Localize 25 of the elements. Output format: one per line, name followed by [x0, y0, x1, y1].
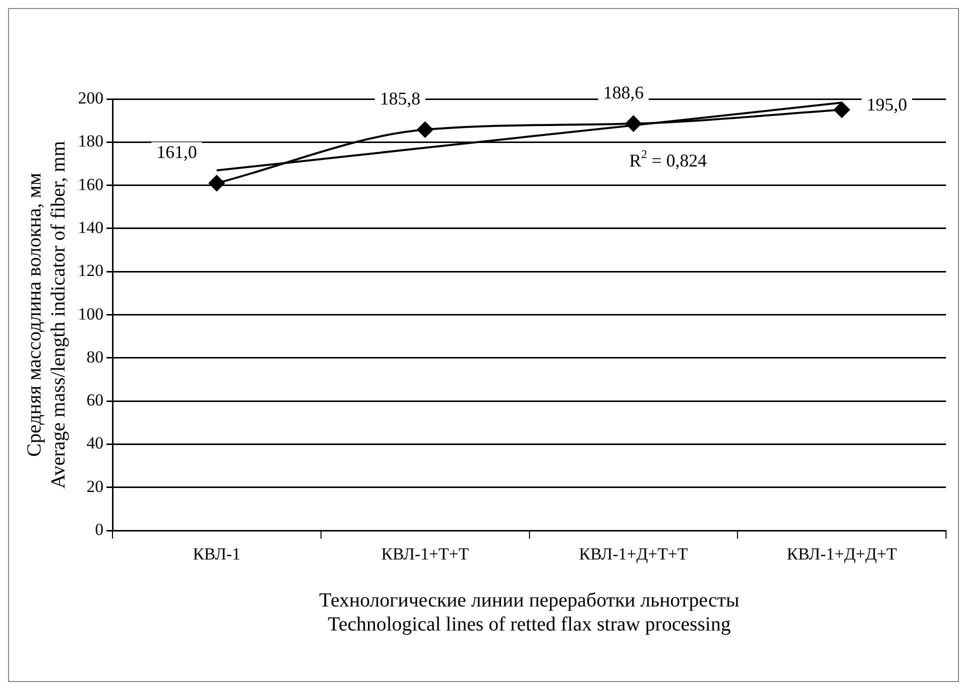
- y-tick-label: 0: [95, 520, 104, 540]
- x-tick-label: КВЛ-1+Д+Д+Т: [786, 544, 898, 564]
- x-tick-label: КВЛ-1+Т+Т: [381, 544, 470, 564]
- y-tick-label: 40: [86, 434, 104, 453]
- point: [834, 102, 850, 118]
- y-tick-label: 120: [78, 261, 104, 280]
- data-label: 185,8: [380, 88, 420, 108]
- y-tick-label: 80: [86, 347, 104, 366]
- data-label: 161,0: [156, 142, 197, 162]
- data-label: 195,0: [866, 94, 908, 115]
- y-tick-label: 140: [78, 218, 104, 237]
- y-tick-label: 200: [78, 88, 104, 108]
- x-tick-label: КВЛ-1+Д+Т+Т: [579, 544, 688, 564]
- x-tick-label: КВЛ-1: [192, 544, 241, 564]
- y-tick-label: 180: [78, 132, 104, 151]
- y-tick-label: 20: [86, 476, 104, 496]
- point: [417, 122, 434, 138]
- x-axis-title: Технологические линии переработки льнотресты Technological lines of retted flax straw processing: [319, 589, 740, 636]
- y-tick-label: 60: [86, 390, 104, 410]
- y-tick-label: 160: [78, 174, 104, 194]
- data-label: 188,6: [603, 82, 644, 102]
- point: [208, 175, 225, 192]
- point: [625, 116, 642, 132]
- y-axis-title: Средняя массодлина волокна, мм Average mass/length indicator of fiber, mm: [23, 140, 70, 489]
- y-tick-label: 100: [78, 304, 104, 324]
